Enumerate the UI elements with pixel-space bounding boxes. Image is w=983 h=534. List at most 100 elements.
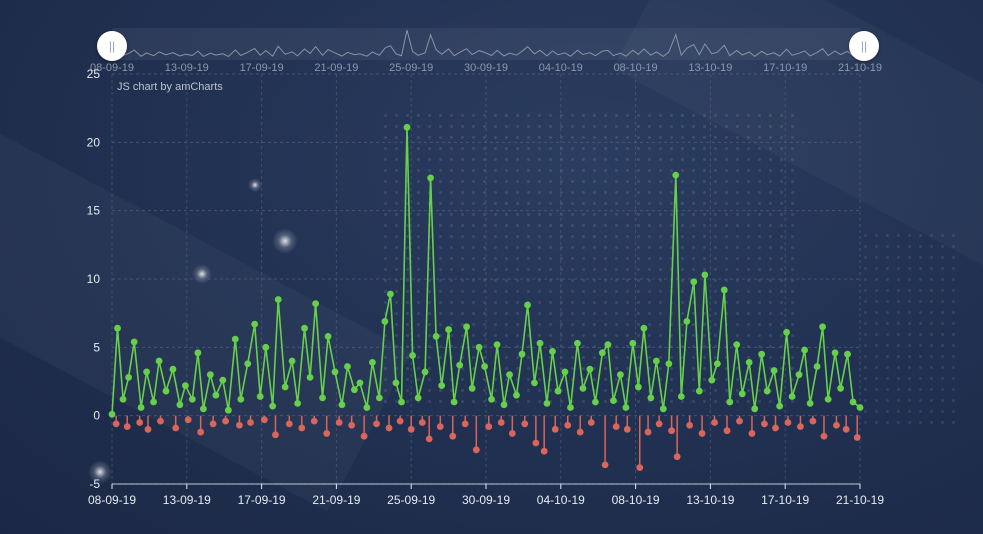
data-point xyxy=(421,368,429,376)
data-point xyxy=(285,420,293,428)
data-point xyxy=(513,391,520,399)
data-point xyxy=(176,401,184,409)
data-point xyxy=(497,419,505,426)
data-point xyxy=(500,401,508,409)
background-glow xyxy=(272,228,298,254)
data-point xyxy=(576,428,584,436)
data-point xyxy=(112,420,120,428)
data-point xyxy=(310,417,318,425)
data-point xyxy=(130,338,138,346)
data-point xyxy=(612,423,620,430)
data-point xyxy=(219,376,227,384)
data-point xyxy=(237,395,245,403)
x-tick-label: 08-10-19 xyxy=(612,493,660,507)
data-point xyxy=(745,358,753,366)
data-point xyxy=(673,453,681,461)
data-point xyxy=(783,328,790,336)
data-point xyxy=(592,398,599,406)
data-point xyxy=(604,341,612,348)
x-tick-label: 21-10-19 xyxy=(836,493,884,507)
scrollbar-tick-label: 21-10-19 xyxy=(838,62,882,74)
data-point xyxy=(172,424,180,432)
data-point xyxy=(143,368,151,376)
data-point xyxy=(381,317,389,325)
data-point xyxy=(776,402,784,410)
data-point xyxy=(532,439,540,447)
data-point xyxy=(677,393,685,400)
data-point xyxy=(212,391,220,399)
data-point xyxy=(772,424,779,432)
data-point xyxy=(385,424,393,432)
data-point xyxy=(418,419,426,426)
data-point xyxy=(162,387,170,395)
data-point xyxy=(251,320,259,328)
data-point xyxy=(695,387,703,395)
axes: 25 20 15 10 5 0 -5 08-09-19 13-09-19 17-09-19 21-0… xyxy=(87,67,885,507)
data-point xyxy=(262,343,270,351)
data-point xyxy=(456,361,464,369)
data-point xyxy=(540,447,548,455)
data-point xyxy=(665,360,673,368)
data-point xyxy=(711,419,718,426)
data-point xyxy=(323,430,331,437)
data-point xyxy=(360,432,368,440)
data-point xyxy=(856,404,864,411)
data-point xyxy=(387,290,394,298)
data-point xyxy=(833,421,840,429)
scrollbar-preview[interactable]: 08-09-19 13-09-19 17-09-19 21-09-19 25-09-19… xyxy=(90,28,882,74)
data-point xyxy=(188,395,196,403)
data-point xyxy=(579,384,587,392)
background-glow xyxy=(248,178,262,192)
data-point xyxy=(622,404,630,411)
data-point xyxy=(601,461,609,469)
data-point xyxy=(784,419,792,426)
y-tick-label: -5 xyxy=(89,477,100,491)
data-point xyxy=(655,420,663,428)
data-point xyxy=(206,371,214,379)
x-tick-label: 13-09-19 xyxy=(163,493,211,507)
series-layer xyxy=(108,123,864,471)
chart-credit[interactable]: JS chart by amCharts xyxy=(117,81,223,93)
data-point xyxy=(182,382,189,389)
data-point xyxy=(256,393,264,400)
data-point xyxy=(797,423,804,430)
data-point xyxy=(636,464,644,471)
grid xyxy=(111,73,861,485)
data-point xyxy=(319,394,326,402)
data-point xyxy=(598,349,606,357)
data-point xyxy=(169,365,177,373)
data-point xyxy=(369,358,376,366)
data-point xyxy=(403,123,411,131)
data-point xyxy=(849,398,857,406)
data-point xyxy=(281,383,289,391)
data-point xyxy=(837,384,845,392)
data-point xyxy=(475,343,483,351)
scrollbar-tick-label: 13-10-19 xyxy=(688,62,732,74)
data-point xyxy=(294,399,302,407)
data-point xyxy=(521,420,529,428)
scrollbar-right-handle[interactable]: || xyxy=(849,31,879,61)
data-point xyxy=(736,417,743,425)
data-point xyxy=(288,357,296,365)
data-point xyxy=(549,348,556,355)
data-point xyxy=(770,367,778,374)
x-tick-label: 04-10-19 xyxy=(537,493,585,507)
data-point xyxy=(672,171,680,179)
data-point xyxy=(375,394,383,402)
data-point xyxy=(184,416,192,424)
x-tick-label: 25-09-19 xyxy=(387,493,435,507)
data-point xyxy=(194,349,202,357)
data-point xyxy=(567,404,574,411)
y-tick-label: 20 xyxy=(87,135,101,149)
data-point xyxy=(269,402,277,410)
data-point xyxy=(806,399,814,407)
scrollbar-left-handle[interactable]: || xyxy=(97,31,127,61)
data-point xyxy=(801,346,808,354)
data-point xyxy=(623,425,631,433)
data-point xyxy=(224,406,232,414)
data-point xyxy=(748,430,756,437)
data-point xyxy=(409,352,416,359)
y-tick-label: 0 xyxy=(93,409,100,423)
data-point xyxy=(392,379,400,387)
data-point xyxy=(274,296,282,303)
